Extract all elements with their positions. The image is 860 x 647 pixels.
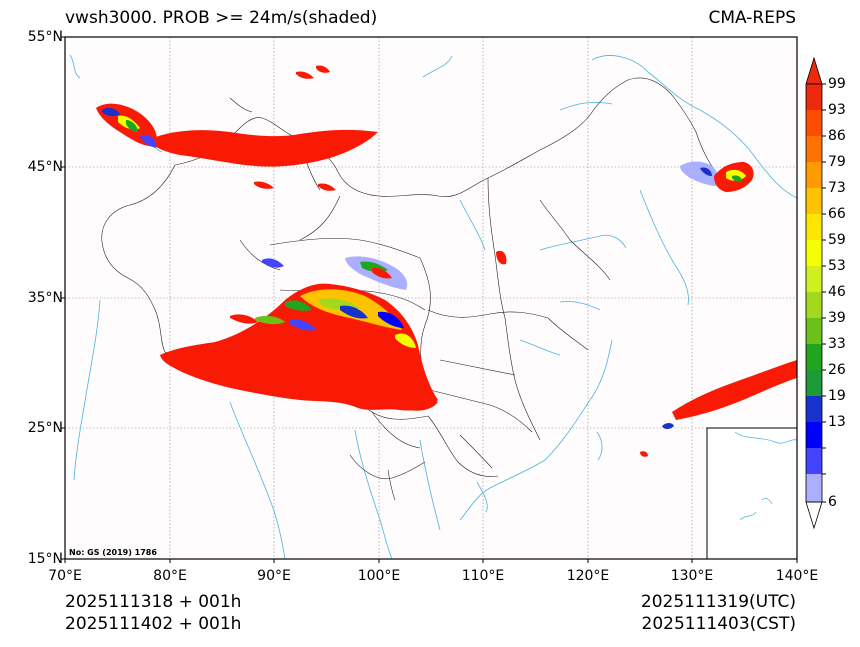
colorbar-bottom-arrow bbox=[805, 501, 823, 530]
map-approval-note: No: GS (2019) 1786 bbox=[69, 548, 157, 557]
lat-label: 35°N bbox=[27, 290, 63, 306]
lon-label: 70°E bbox=[48, 568, 82, 584]
lat-label: 25°N bbox=[27, 420, 63, 436]
model-name: CMA-REPS bbox=[708, 8, 796, 28]
colorbar-label: 33 bbox=[828, 336, 846, 352]
colorbar-segment bbox=[806, 396, 822, 422]
colorbar-segment bbox=[806, 162, 822, 188]
colorbar-label: 39 bbox=[828, 310, 846, 326]
colorbar bbox=[805, 56, 826, 530]
colorbar-segment bbox=[806, 266, 822, 292]
lat-label: 15°N bbox=[27, 551, 63, 567]
init-time-utc: 2025111318 + 001h bbox=[65, 592, 242, 612]
colorbar-label: 46 bbox=[828, 284, 846, 300]
lat-label: 55°N bbox=[27, 29, 63, 45]
colorbar-segment bbox=[806, 448, 822, 474]
colorbar-segment bbox=[806, 422, 822, 448]
lon-label: 90°E bbox=[257, 568, 291, 584]
lon-label: 100°E bbox=[357, 568, 401, 584]
colorbar-segment bbox=[806, 370, 822, 396]
colorbar-label: 59 bbox=[828, 232, 846, 248]
colorbar-label: 13 bbox=[828, 414, 846, 430]
colorbar-label: 99 bbox=[828, 76, 846, 92]
probability-shading bbox=[96, 65, 797, 457]
coastlines bbox=[69, 54, 797, 559]
colorbar-segment bbox=[806, 214, 822, 240]
lon-label: 110°E bbox=[461, 568, 505, 584]
init-time-cst: 2025111402 + 001h bbox=[65, 614, 242, 634]
colorbar-segment bbox=[806, 110, 822, 136]
colorbar-segment bbox=[806, 318, 822, 344]
lon-label: 120°E bbox=[566, 568, 610, 584]
axis-ticks bbox=[61, 36, 798, 563]
colorbar-label: 26 bbox=[828, 362, 846, 378]
lon-label: 140°E bbox=[775, 568, 819, 584]
colorbar-label: 66 bbox=[828, 206, 846, 222]
colorbar-segment bbox=[806, 188, 822, 214]
valid-time-utc: 2025111319(UTC) bbox=[640, 592, 796, 612]
inset-coastline bbox=[734, 431, 797, 521]
colorbar-segment bbox=[806, 84, 822, 110]
colorbar-segment bbox=[806, 474, 822, 502]
map-title: vwsh3000. PROB >= 24m/s(shaded) bbox=[65, 8, 378, 28]
colorbar-label: 86 bbox=[828, 128, 846, 144]
valid-time-cst: 2025111403(CST) bbox=[641, 614, 796, 634]
south-china-sea-inset bbox=[706, 427, 797, 559]
gridlines bbox=[65, 37, 797, 559]
colorbar-label: 19 bbox=[828, 388, 846, 404]
colorbar-label: 6 bbox=[828, 494, 837, 510]
colorbar-label: 73 bbox=[828, 180, 846, 196]
lat-label: 45°N bbox=[27, 159, 63, 175]
colorbar-segment bbox=[806, 136, 822, 162]
colorbar-label: 53 bbox=[828, 258, 846, 274]
colorbar-segment bbox=[806, 240, 822, 266]
lon-label: 80°E bbox=[153, 568, 187, 584]
colorbar-label: 79 bbox=[828, 154, 846, 170]
colorbar-segment bbox=[806, 344, 822, 370]
colorbar-top-arrow bbox=[805, 56, 823, 85]
lon-label: 130°E bbox=[670, 568, 714, 584]
colorbar-segment bbox=[806, 292, 822, 318]
colorbar-label: 93 bbox=[828, 102, 846, 118]
